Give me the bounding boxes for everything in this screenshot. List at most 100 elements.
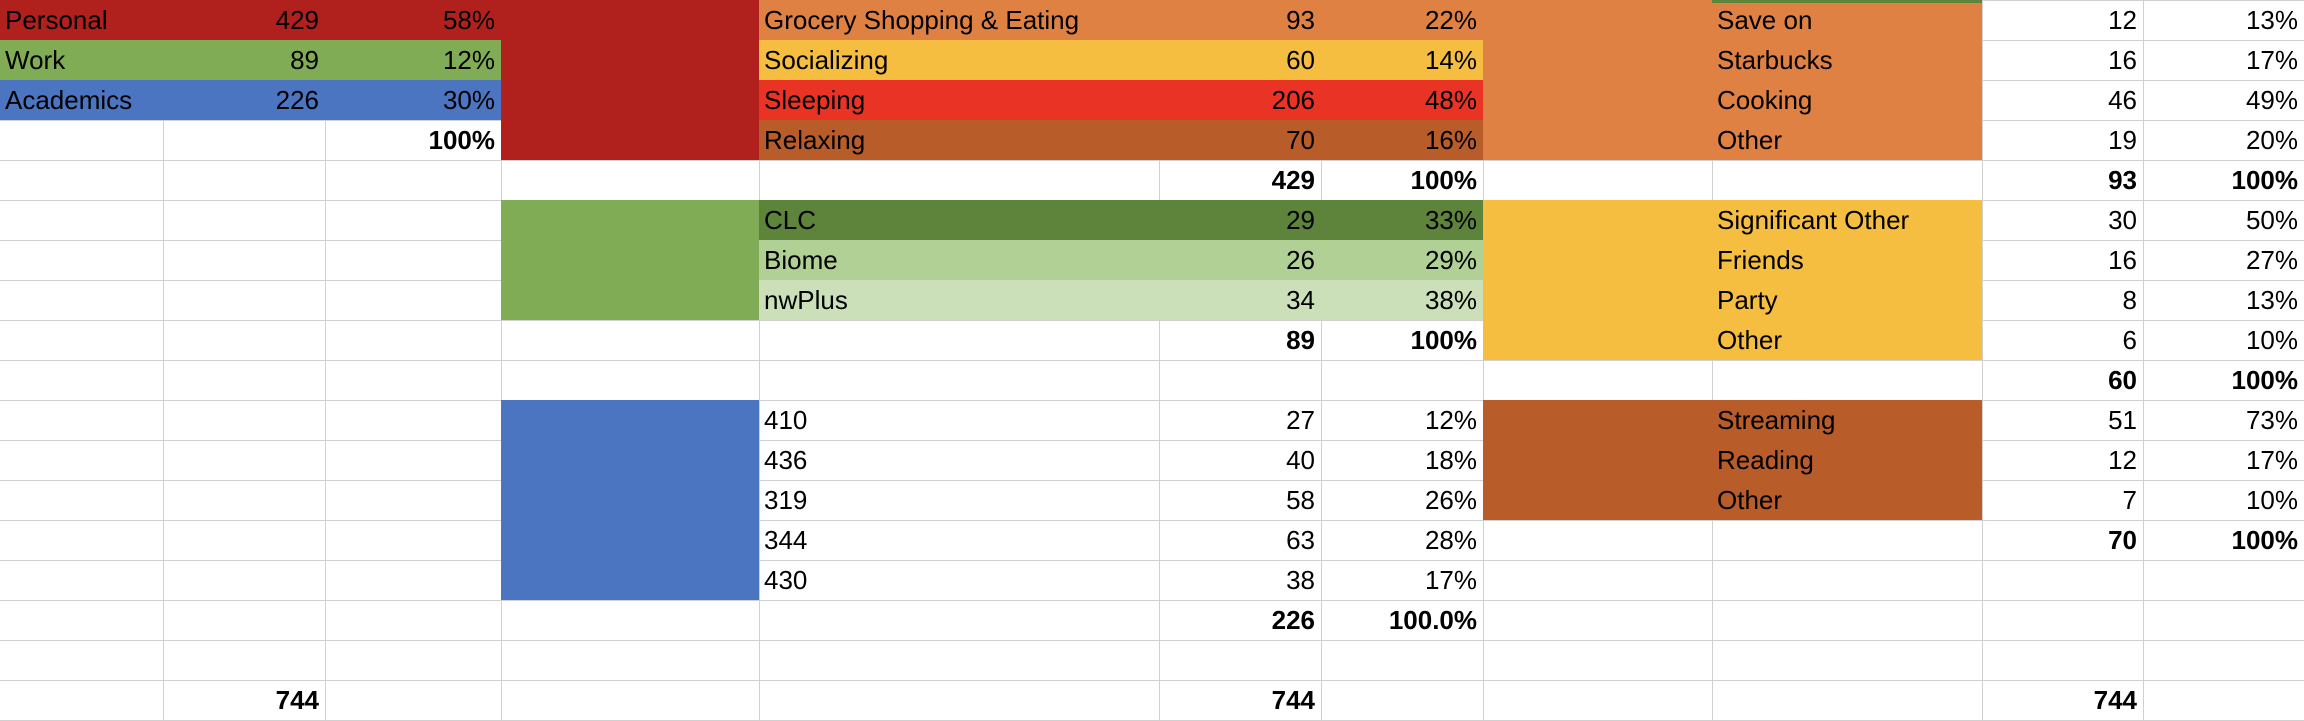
work-item-label[interactable]: nwPlus bbox=[764, 285, 848, 315]
category-label[interactable]: Work bbox=[5, 45, 66, 75]
academics-course-percent[interactable]: 18% bbox=[1424, 445, 1477, 475]
work-item-value[interactable]: 26 bbox=[1286, 245, 1315, 275]
relax_block-item-label[interactable]: Other bbox=[1717, 485, 1783, 515]
relax_block-total[interactable]: 70 bbox=[2108, 525, 2137, 555]
grocery_block-item-label[interactable]: Save on bbox=[1717, 5, 1813, 35]
grocery_block-item-percent[interactable]: 17% bbox=[2245, 45, 2298, 75]
grocery_block-item-label[interactable]: Starbucks bbox=[1717, 45, 1833, 75]
category-value[interactable]: 226 bbox=[275, 85, 319, 115]
personal-item-value[interactable]: 93 bbox=[1286, 5, 1315, 35]
academics-course-percent[interactable]: 17% bbox=[1424, 565, 1477, 595]
social_block-item-percent[interactable]: 10% bbox=[2245, 325, 2298, 355]
personal-total[interactable]: 429 bbox=[1271, 165, 1315, 195]
column-gridline bbox=[325, 0, 326, 720]
category-fill-personal bbox=[0, 0, 501, 40]
grocery_block-item-percent[interactable]: 49% bbox=[2245, 85, 2298, 115]
personal-item-percent[interactable]: 48% bbox=[1424, 85, 1477, 115]
category-value[interactable]: 429 bbox=[275, 5, 319, 35]
row-gridline bbox=[0, 360, 2304, 361]
academics-course-label[interactable]: 430 bbox=[764, 565, 808, 595]
work-total[interactable]: 89 bbox=[1286, 325, 1315, 355]
grocery_block-item-value[interactable]: 46 bbox=[2108, 85, 2137, 115]
grocery_block-item-value[interactable]: 19 bbox=[2108, 125, 2137, 155]
social_block-item-percent[interactable]: 50% bbox=[2245, 205, 2298, 235]
category-label[interactable]: Personal bbox=[5, 5, 108, 35]
academics-total-percent[interactable]: 100.0% bbox=[1388, 605, 1477, 635]
work-item-percent[interactable]: 38% bbox=[1424, 285, 1477, 315]
social_block-item-label[interactable]: Other bbox=[1717, 325, 1783, 355]
personal-item-percent[interactable]: 22% bbox=[1424, 5, 1477, 35]
social_block-total[interactable]: 60 bbox=[2108, 365, 2137, 395]
personal-item-label[interactable]: Grocery Shopping & Eating bbox=[764, 5, 1080, 35]
personal-item-label[interactable]: Sleeping bbox=[764, 85, 866, 115]
academics-course-label[interactable]: 410 bbox=[764, 405, 808, 435]
category-label[interactable]: Academics bbox=[5, 85, 133, 115]
academics-course-value[interactable]: 27 bbox=[1286, 405, 1315, 435]
academics-course-percent[interactable]: 26% bbox=[1424, 485, 1477, 515]
summary-grand-total[interactable]: 744 bbox=[275, 685, 319, 715]
summary-total-percent[interactable]: 100% bbox=[428, 125, 496, 155]
middle-grand-total[interactable]: 744 bbox=[1271, 685, 1315, 715]
work-item-value[interactable]: 29 bbox=[1286, 205, 1315, 235]
relax_block-item-percent[interactable]: 10% bbox=[2245, 485, 2298, 515]
right-grand-total[interactable]: 744 bbox=[2093, 685, 2137, 715]
relax_block-item-label[interactable]: Reading bbox=[1717, 445, 1814, 475]
grocery_block-item-percent[interactable]: 20% bbox=[2245, 125, 2298, 155]
social_block-item-label[interactable]: Significant Other bbox=[1717, 205, 1910, 235]
column-gridline bbox=[1712, 0, 1713, 720]
personal-item-percent[interactable]: 16% bbox=[1424, 125, 1477, 155]
academics-course-percent[interactable]: 28% bbox=[1424, 525, 1477, 555]
academics-total[interactable]: 226 bbox=[1271, 605, 1315, 635]
column-gridline bbox=[501, 0, 502, 720]
academics-course-value[interactable]: 40 bbox=[1286, 445, 1315, 475]
personal-item-value[interactable]: 206 bbox=[1271, 85, 1315, 115]
work-total-percent[interactable]: 100% bbox=[1410, 325, 1478, 355]
category-percent[interactable]: 58% bbox=[442, 5, 495, 35]
social_block-item-value[interactable]: 30 bbox=[2108, 205, 2137, 235]
column-gridline bbox=[1483, 0, 1484, 720]
personal-item-value[interactable]: 60 bbox=[1286, 45, 1315, 75]
academics-course-value[interactable]: 38 bbox=[1286, 565, 1315, 595]
social_block-item-label[interactable]: Party bbox=[1717, 285, 1778, 315]
social_block-item-label[interactable]: Friends bbox=[1717, 245, 1804, 275]
category-percent[interactable]: 12% bbox=[442, 45, 495, 75]
grocery_block-item-percent[interactable]: 13% bbox=[2245, 5, 2298, 35]
relax_block-item-value[interactable]: 12 bbox=[2108, 445, 2137, 475]
social_block-item-value[interactable]: 6 bbox=[2122, 325, 2137, 355]
relax_block-item-percent[interactable]: 73% bbox=[2245, 405, 2298, 435]
relax_block-item-label[interactable]: Streaming bbox=[1717, 405, 1836, 435]
personal-total-percent[interactable]: 100% bbox=[1410, 165, 1478, 195]
relax_block-item-percent[interactable]: 17% bbox=[2245, 445, 2298, 475]
academics-course-value[interactable]: 58 bbox=[1286, 485, 1315, 515]
personal-item-percent[interactable]: 14% bbox=[1424, 45, 1477, 75]
grocery_block-item-label[interactable]: Cooking bbox=[1717, 85, 1813, 115]
personal-item-value[interactable]: 70 bbox=[1286, 125, 1315, 155]
work-item-label[interactable]: Biome bbox=[764, 245, 838, 275]
category-value[interactable]: 89 bbox=[290, 45, 319, 75]
social_block-item-value[interactable]: 16 bbox=[2108, 245, 2137, 275]
relax_block-item-value[interactable]: 7 bbox=[2122, 485, 2137, 515]
relax_block-total-percent[interactable]: 100% bbox=[2231, 525, 2299, 555]
work-item-label[interactable]: CLC bbox=[764, 205, 817, 235]
academics-course-label[interactable]: 319 bbox=[764, 485, 808, 515]
work-item-percent[interactable]: 29% bbox=[1424, 245, 1477, 275]
grocery_block-total[interactable]: 93 bbox=[2108, 165, 2137, 195]
work-item-value[interactable]: 34 bbox=[1286, 285, 1315, 315]
social_block-item-percent[interactable]: 27% bbox=[2245, 245, 2298, 275]
category-percent[interactable]: 30% bbox=[442, 85, 495, 115]
grocery_block-total-percent[interactable]: 100% bbox=[2231, 165, 2299, 195]
social_block-total-percent[interactable]: 100% bbox=[2231, 365, 2299, 395]
academics-course-label[interactable]: 436 bbox=[764, 445, 808, 475]
grocery_block-item-label[interactable]: Other bbox=[1717, 125, 1783, 155]
academics-course-percent[interactable]: 12% bbox=[1424, 405, 1477, 435]
work-item-percent[interactable]: 33% bbox=[1424, 205, 1477, 235]
academics-course-label[interactable]: 344 bbox=[764, 525, 808, 555]
grocery_block-item-value[interactable]: 16 bbox=[2108, 45, 2137, 75]
relax_block-item-value[interactable]: 51 bbox=[2108, 405, 2137, 435]
academics-course-value[interactable]: 63 bbox=[1286, 525, 1315, 555]
personal-item-label[interactable]: Socializing bbox=[764, 45, 889, 75]
social_block-item-percent[interactable]: 13% bbox=[2245, 285, 2298, 315]
social_block-item-value[interactable]: 8 bbox=[2122, 285, 2137, 315]
grocery_block-item-value[interactable]: 12 bbox=[2108, 5, 2137, 35]
personal-item-label[interactable]: Relaxing bbox=[764, 125, 866, 155]
